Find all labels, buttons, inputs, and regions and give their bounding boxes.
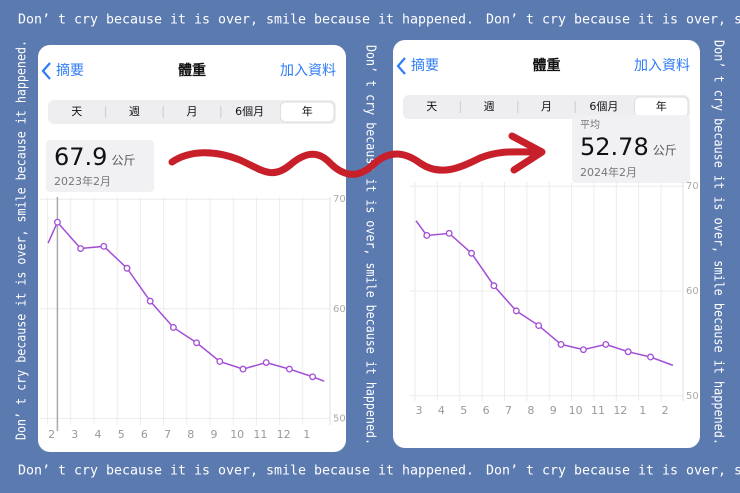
summary-unit: 公斤: [653, 144, 677, 158]
border-text: Don’ t cry because it is over, smile bec…: [711, 40, 726, 445]
x-tick-label: 4: [438, 404, 445, 417]
back-chevron[interactable]: [41, 62, 51, 80]
data-point: [285, 365, 293, 373]
summary-unit: 公斤: [111, 154, 135, 168]
segment[interactable]: 月: [541, 100, 552, 113]
data-point: [535, 322, 543, 330]
segmented-control: [48, 100, 336, 124]
border-text: Don’ t cry because it is over, smile bec…: [363, 45, 378, 445]
y-tick-label: 50: [333, 413, 346, 424]
data-point: [77, 245, 85, 252]
y-tick-label: 70: [686, 181, 699, 192]
data-point: [239, 365, 247, 373]
x-tick-label: 9: [550, 404, 557, 417]
y-tick-label: 50: [686, 391, 699, 402]
y-tick-label: 60: [333, 304, 346, 315]
back-button[interactable]: 摘要: [411, 57, 439, 74]
border-text: Don’ t cry because it is over, smile bec…: [15, 40, 30, 440]
x-tick-label: 1: [639, 404, 646, 417]
x-tick-label: 3: [71, 428, 78, 441]
border-text: Don’ t cry because it is over, smile bec…: [486, 464, 740, 479]
segment[interactable]: 天: [426, 100, 437, 113]
segment-selected: [279, 101, 335, 123]
x-tick-label: 11: [591, 404, 605, 417]
add-data-button[interactable]: 加入資料: [280, 63, 336, 79]
segment[interactable]: 天: [71, 105, 82, 118]
segment[interactable]: 年: [656, 99, 667, 113]
data-point: [468, 249, 475, 257]
x-tick-label: 1: [303, 428, 310, 441]
summary-box: [46, 140, 154, 192]
data-point: [193, 339, 201, 347]
summary-value: 67.9: [54, 143, 107, 171]
nav-title: 體重: [178, 62, 206, 79]
back-button[interactable]: 摘要: [56, 62, 84, 79]
segment[interactable]: 週: [484, 100, 495, 113]
summary-value: 52.78: [580, 133, 649, 161]
x-tick-label: 6: [141, 428, 148, 441]
x-tick-label: 8: [527, 404, 534, 417]
weight-line: [47, 220, 325, 382]
back-chevron[interactable]: [396, 57, 406, 75]
arrow-head: [508, 132, 546, 174]
x-tick-label: 2: [48, 428, 55, 441]
data-point: [445, 229, 453, 237]
x-tick-label: 10: [230, 428, 244, 441]
border-text: Don’ t cry because it is over, smile bec…: [18, 13, 474, 28]
summary-label: 平均: [580, 119, 600, 131]
data-point: [216, 357, 224, 365]
segmented-control: [403, 95, 690, 119]
x-tick-label: 9: [211, 428, 218, 441]
data-point: [146, 297, 154, 305]
data-point: [624, 348, 632, 356]
x-tick-label: 5: [118, 428, 125, 441]
y-tick-label: 60: [686, 286, 699, 297]
data-point: [262, 359, 270, 366]
x-tick-label: 3: [415, 404, 422, 417]
segment[interactable]: 6個月: [235, 105, 264, 118]
data-point: [53, 218, 61, 226]
add-data-button[interactable]: 加入資料: [634, 58, 690, 74]
panels: 摘要 體重 加入資料天週月 6個月 年67.9 公斤2023年2月2 3 4 5 6 7 8 9 10 11…: [38, 40, 700, 452]
data-point: [647, 353, 655, 361]
data-point: [100, 242, 108, 250]
x-tick-label: 11: [253, 428, 267, 441]
x-tick-label: 12: [277, 428, 291, 441]
x-tick-label: 4: [95, 428, 102, 441]
summary-box: [572, 115, 690, 183]
data-point: [557, 340, 565, 348]
data-point: [169, 323, 177, 331]
x-tick-label: 5: [460, 404, 467, 417]
segment[interactable]: 週: [129, 105, 140, 118]
x-tick-label: 6: [483, 404, 490, 417]
segment[interactable]: 年: [302, 104, 313, 118]
data-point: [602, 340, 610, 348]
data-point: [512, 307, 520, 315]
data-point: [579, 346, 587, 354]
data-point: [490, 282, 498, 290]
summary-date: 2024年2月: [580, 165, 637, 179]
data-point: [123, 264, 131, 272]
segment[interactable]: 6個月: [589, 100, 618, 113]
y-tick-label: 70: [333, 194, 346, 205]
x-tick-label: 7: [164, 428, 171, 441]
x-tick-label: 8: [187, 428, 194, 441]
arrow: [168, 148, 539, 178]
nav-title: 體重: [533, 57, 561, 74]
border-text: Don’ t cry because it is over, smile bec…: [18, 464, 474, 479]
border-text: Don’ t cry because it is over, smile bec…: [486, 13, 740, 28]
x-tick-label: 12: [613, 404, 627, 417]
x-tick-label: 2: [662, 404, 669, 417]
data-point: [423, 231, 431, 239]
x-tick-label: 10: [569, 404, 583, 417]
x-tick-label: 7: [505, 404, 512, 417]
summary-date: 2023年2月: [54, 174, 111, 188]
data-point: [309, 373, 317, 381]
segment[interactable]: 月: [187, 105, 198, 118]
